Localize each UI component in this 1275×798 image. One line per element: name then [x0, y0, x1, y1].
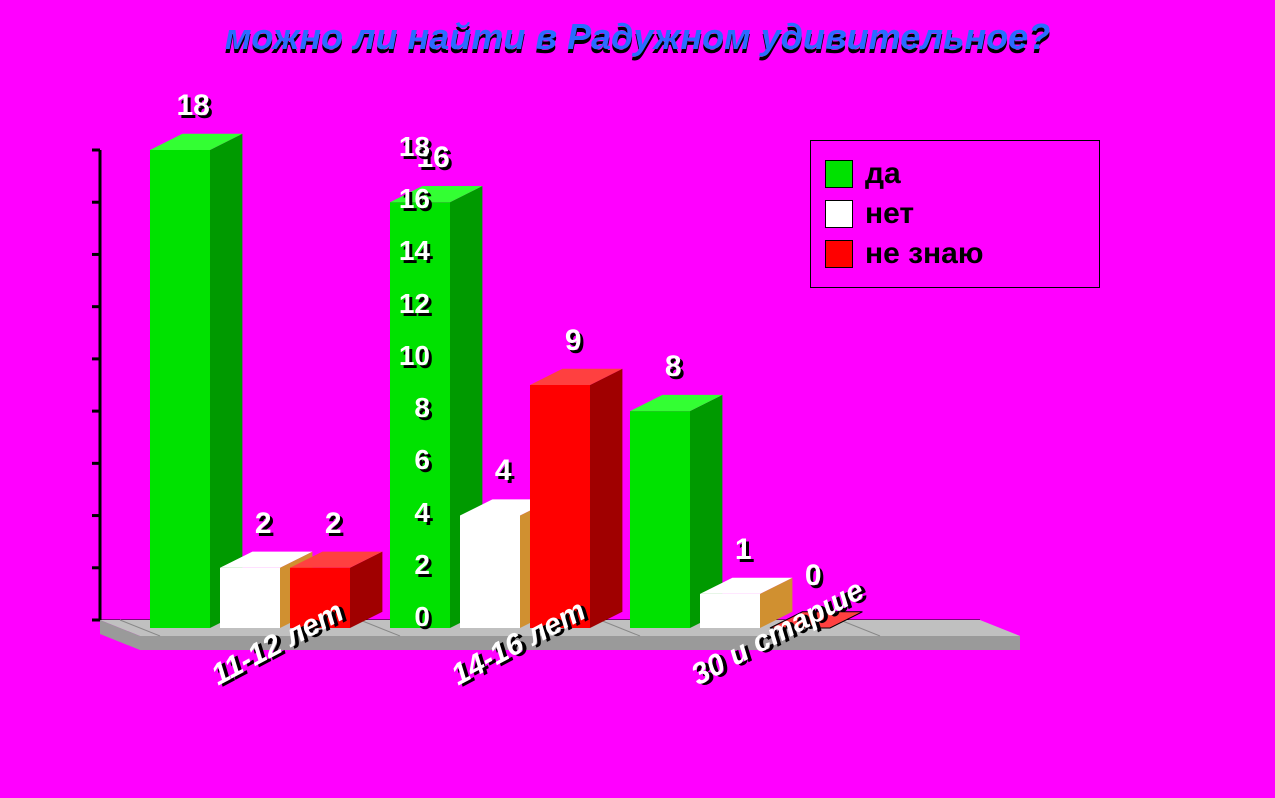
bar-value-label: 44 — [498, 457, 515, 491]
legend-item: да — [825, 157, 1085, 191]
y-tick-label: 1212 — [402, 291, 433, 323]
legend-swatch — [825, 240, 853, 268]
legend-item: не знаю — [825, 237, 1085, 271]
y-tick-label: 1010 — [402, 343, 433, 375]
bar-value-label: 88 — [668, 353, 685, 387]
y-tick-label: 00 — [417, 604, 433, 636]
legend-swatch — [825, 160, 853, 188]
y-tick-label: 44 — [417, 500, 433, 532]
bar-value-label: 1818 — [180, 92, 213, 126]
y-tick-label: 22 — [417, 552, 433, 584]
legend-label: да — [865, 157, 901, 191]
y-tick-label: 66 — [417, 447, 433, 479]
legend-item: нет — [825, 197, 1085, 231]
bar-value-label: 99 — [568, 327, 585, 361]
legend: да нет не знаю — [810, 140, 1100, 288]
y-tick-label: 1818 — [402, 134, 433, 166]
bar-value-label: 22 — [258, 510, 275, 544]
bar-value-label: 22 — [328, 510, 345, 544]
y-tick-label: 1414 — [402, 238, 433, 270]
legend-label: нет — [865, 197, 914, 231]
y-tick-label: 1616 — [402, 186, 433, 218]
legend-label: не знаю — [865, 237, 983, 271]
legend-swatch — [825, 200, 853, 228]
y-tick-label: 88 — [417, 395, 433, 427]
bar-value-label: 11 — [738, 536, 755, 570]
